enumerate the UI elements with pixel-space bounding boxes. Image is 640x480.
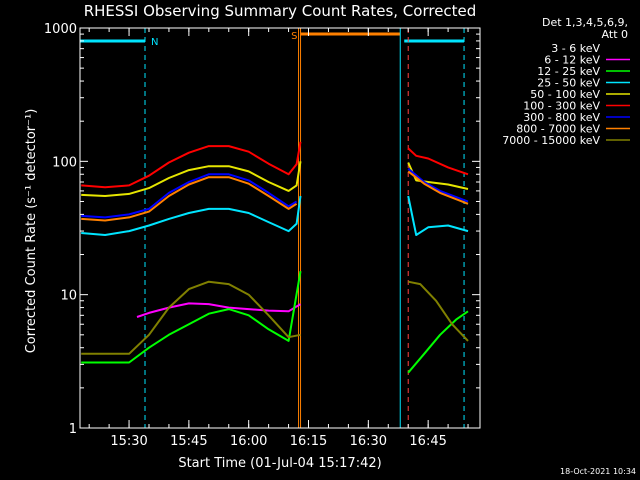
flag-label: N: [151, 37, 158, 48]
plot-area: NS: [79, 28, 469, 428]
axis-ticks: 15:30 15:45 16:00 16:15 16:30 16:45 1 10 100 1000: [44, 22, 480, 449]
plot-frame: [79, 27, 481, 429]
x-tick-label: 16:00: [230, 434, 267, 449]
y-tick-label: 1: [69, 422, 77, 437]
series-line: [160, 359, 290, 419]
legend-entry-label: 25 - 50 keV: [537, 77, 600, 90]
legend-entry-label: 6 - 12 keV: [544, 54, 600, 67]
x-tick-label: 16:30: [350, 434, 387, 449]
legend-entry-label: 7000 - 15000 keV: [502, 134, 600, 147]
x-axis-label: Start Time (01-Jul-04 15:17:42): [178, 456, 381, 471]
series-line: [81, 195, 469, 236]
series-line: [136, 302, 302, 318]
y-tick-label: 100: [52, 155, 77, 170]
legend-header: Att 0: [602, 28, 628, 41]
legend-entry-label: 300 - 800 keV: [523, 111, 600, 124]
y-axis-label: Corrected Count Rate (s⁻¹ detector⁻¹): [24, 109, 39, 354]
x-tick-label: 15:30: [110, 434, 147, 449]
y-tick-label: 1000: [44, 22, 77, 37]
y-tick-label: 10: [60, 289, 77, 304]
legend-entry-label: 50 - 100 keV: [530, 88, 600, 101]
legend-entry-label: 100 - 300 keV: [523, 100, 600, 113]
footer-timestamp: 18-Oct-2021 10:34: [560, 467, 636, 476]
chart-title: RHESSI Observing Summary Count Rates, Co…: [84, 2, 477, 20]
series-line: [81, 141, 469, 189]
series-line: [81, 280, 469, 355]
x-tick-label: 16:15: [290, 434, 327, 449]
flag-label: S: [291, 31, 297, 42]
x-tick-label: 15:45: [170, 434, 207, 449]
series-line: [81, 271, 469, 374]
x-tick-label: 16:45: [409, 434, 446, 449]
legend-entry-label: 3 - 6 keV: [551, 42, 600, 55]
legend-entry-label: 12 - 25 keV: [537, 65, 600, 78]
series-line: [81, 167, 469, 219]
legend-entry-label: 800 - 7000 keV: [516, 123, 600, 136]
legend-header: Det 1,3,4,5,6,9,: [542, 16, 628, 29]
series-line: [81, 170, 469, 222]
